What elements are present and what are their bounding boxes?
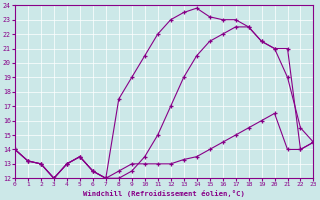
X-axis label: Windchill (Refroidissement éolien,°C): Windchill (Refroidissement éolien,°C) <box>83 190 245 197</box>
